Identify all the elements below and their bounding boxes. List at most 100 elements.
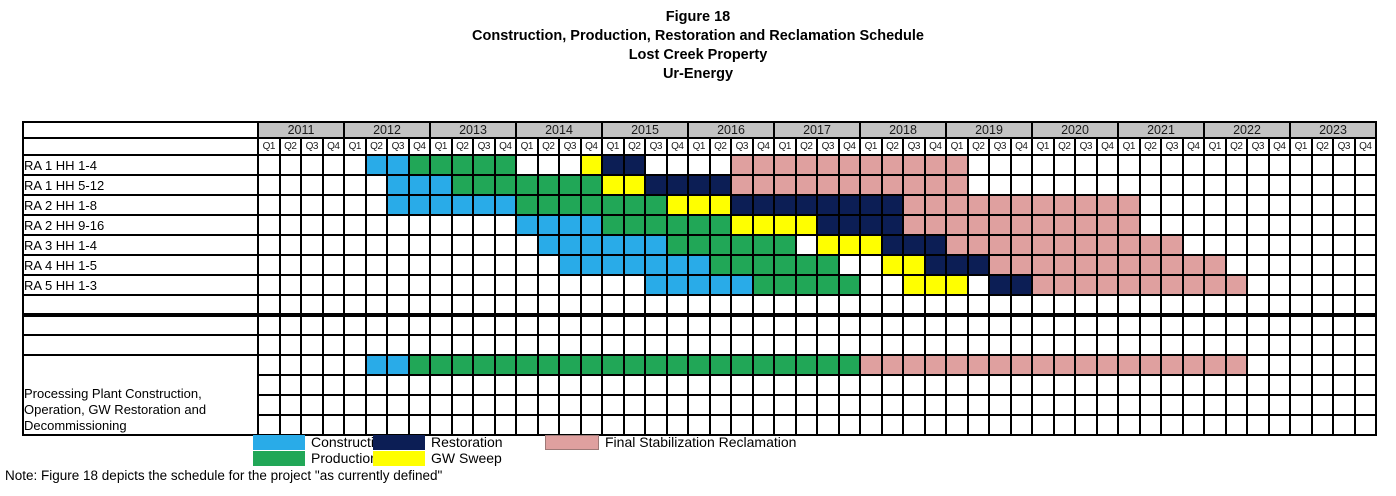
schedule-cell xyxy=(300,154,324,176)
schedule-cell xyxy=(751,274,775,296)
schedule-cell xyxy=(837,274,861,296)
construction-swatch xyxy=(253,434,305,450)
quarter-header: Q4 xyxy=(1267,137,1291,156)
schedule-cell xyxy=(1181,254,1205,276)
schedule-cell xyxy=(1117,314,1141,336)
schedule-cell xyxy=(1267,174,1291,196)
schedule-cell xyxy=(343,154,367,176)
schedule-cell xyxy=(1117,234,1141,256)
schedule-cell xyxy=(880,254,904,276)
schedule-cell xyxy=(880,154,904,176)
quarter-header: Q3 xyxy=(1246,137,1270,156)
schedule-cell xyxy=(751,154,775,176)
schedule-cell xyxy=(1353,174,1377,196)
schedule-cell xyxy=(1074,414,1098,436)
schedule-cell xyxy=(1267,194,1291,216)
schedule-cell xyxy=(386,374,410,396)
schedule-cell xyxy=(923,254,947,276)
schedule-cell xyxy=(257,174,281,196)
schedule-cell xyxy=(687,354,711,376)
schedule-cell xyxy=(278,394,302,416)
schedule-cell xyxy=(472,314,496,336)
schedule-cell xyxy=(364,214,388,236)
schedule-cell xyxy=(1332,374,1356,396)
schedule-cell xyxy=(536,294,560,317)
schedule-cell xyxy=(730,274,754,296)
schedule-cell xyxy=(321,154,345,176)
schedule-cell xyxy=(601,294,625,317)
schedule-cell xyxy=(1095,194,1119,216)
schedule-cell xyxy=(1052,254,1076,276)
quarter-header: Q3 xyxy=(644,137,668,156)
schedule-cell xyxy=(902,414,926,436)
schedule-cell xyxy=(579,414,603,436)
schedule-cell xyxy=(945,334,969,356)
schedule-cell xyxy=(945,154,969,176)
schedule-cell xyxy=(429,214,453,236)
schedule-cell xyxy=(1181,234,1205,256)
schedule-cell xyxy=(343,174,367,196)
schedule-cell xyxy=(429,154,453,176)
schedule-cell xyxy=(1138,374,1162,396)
schedule-cell xyxy=(773,234,797,256)
schedule-cell xyxy=(1031,414,1055,436)
schedule-cell xyxy=(321,214,345,236)
schedule-cell xyxy=(300,314,324,336)
schedule-cell xyxy=(364,154,388,176)
schedule-cell xyxy=(493,254,517,276)
schedule-cell xyxy=(450,414,474,436)
schedule-cell xyxy=(859,314,883,336)
schedule-cell xyxy=(601,234,625,256)
schedule-cell xyxy=(472,294,496,317)
schedule-cell xyxy=(1224,214,1248,236)
schedule-cell xyxy=(1052,234,1076,256)
schedule-cell xyxy=(730,374,754,396)
schedule-cell xyxy=(493,314,517,336)
schedule-cell xyxy=(837,174,861,196)
schedule-cell xyxy=(644,414,668,436)
schedule-cell xyxy=(429,394,453,416)
schedule-cell xyxy=(945,274,969,296)
schedule-cell xyxy=(923,374,947,396)
quarter-header: Q2 xyxy=(622,137,646,156)
schedule-cell xyxy=(515,194,539,216)
schedule-cell xyxy=(450,334,474,356)
schedule-cell xyxy=(730,334,754,356)
schedule-cell xyxy=(493,174,517,196)
schedule-cell xyxy=(794,314,818,336)
schedule-cell xyxy=(880,174,904,196)
schedule-cell xyxy=(1160,354,1184,376)
schedule-cell xyxy=(966,294,990,317)
schedule-cell xyxy=(1246,394,1270,416)
schedule-cell xyxy=(1074,194,1098,216)
schedule-cell xyxy=(665,374,689,396)
schedule-cell xyxy=(1289,194,1313,216)
schedule-cell xyxy=(1224,414,1248,436)
schedule-cell xyxy=(1267,394,1291,416)
quarter-header: Q4 xyxy=(751,137,775,156)
schedule-cell xyxy=(450,214,474,236)
schedule-cell xyxy=(558,194,582,216)
schedule-cell xyxy=(257,254,281,276)
schedule-cell xyxy=(1095,334,1119,356)
schedule-cell xyxy=(665,334,689,356)
schedule-cell xyxy=(1095,354,1119,376)
schedule-cell xyxy=(816,154,840,176)
schedule-cell xyxy=(407,234,431,256)
schedule-cell xyxy=(1224,194,1248,216)
schedule-cell xyxy=(1052,314,1076,336)
schedule-cell xyxy=(687,414,711,436)
schedule-cell xyxy=(343,334,367,356)
schedule-cell xyxy=(386,314,410,336)
quarter-header: Q4 xyxy=(1181,137,1205,156)
schedule-cell xyxy=(257,414,281,436)
schedule-cell xyxy=(1181,414,1205,436)
quarter-header: Q1 xyxy=(1289,137,1313,156)
schedule-cell xyxy=(1246,174,1270,196)
quarter-header: Q2 xyxy=(364,137,388,156)
year-header: 2020 xyxy=(1031,121,1120,139)
schedule-cell xyxy=(1095,254,1119,276)
schedule-cell xyxy=(493,234,517,256)
schedule-cell xyxy=(321,374,345,396)
schedule-cell xyxy=(579,154,603,176)
